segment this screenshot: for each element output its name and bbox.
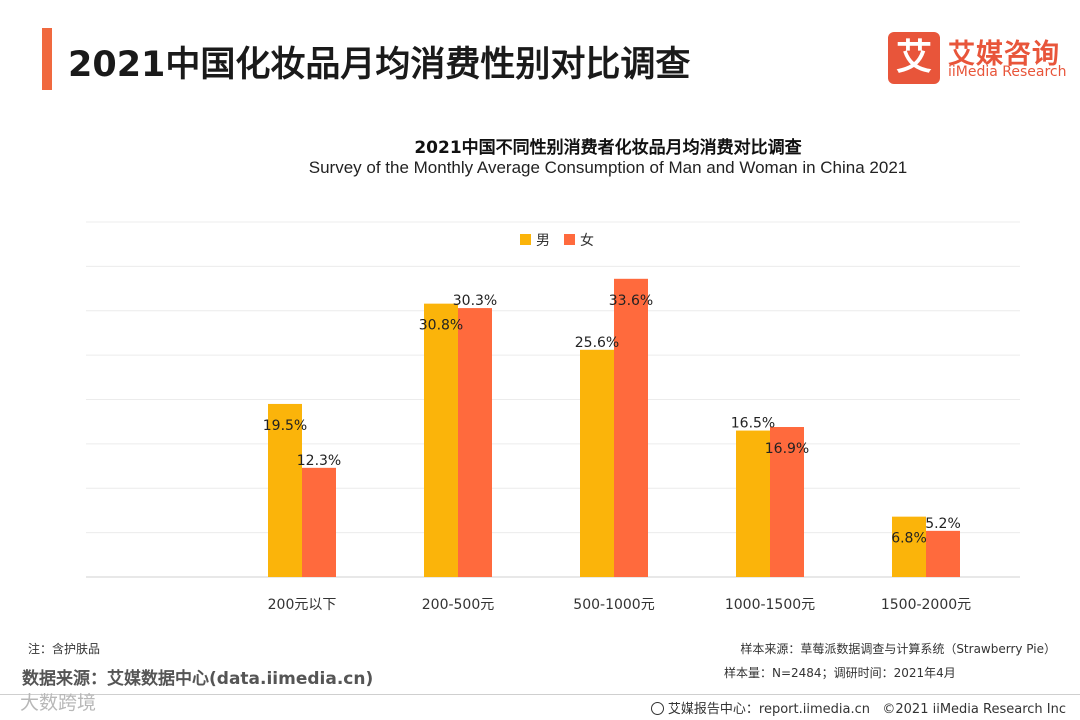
data-label: 19.5% xyxy=(263,418,307,434)
copyright: ©2021 iiMedia Research Inc xyxy=(882,702,1066,717)
footer-divider xyxy=(0,694,1080,695)
category-tick-label: 200-500元 xyxy=(422,597,495,613)
logo-text-en: iiMedia Research xyxy=(948,64,1067,80)
data-label: 12.3% xyxy=(297,453,341,469)
watermark: 大数跨境 xyxy=(20,692,97,714)
brand-logo: 艾 艾媒咨询 iiMedia Research xyxy=(888,32,1067,84)
category-tick-label: 1000-1500元 xyxy=(725,597,815,613)
footnote: 注：含护肤品 xyxy=(28,642,101,656)
title-accent-bar xyxy=(42,28,52,90)
legend-label: 女 xyxy=(580,232,594,249)
legend-swatch xyxy=(564,234,575,245)
data-label: 5.2% xyxy=(925,516,961,532)
data-label: 16.5% xyxy=(731,416,775,432)
data-label: 6.8% xyxy=(891,531,927,547)
bar xyxy=(302,467,336,577)
bar xyxy=(268,403,302,577)
logo-text-cn: 艾媒咨询 xyxy=(948,39,1060,70)
bar xyxy=(892,516,926,577)
globe-icon xyxy=(650,702,664,715)
legend-swatch xyxy=(520,234,531,245)
report-center-link[interactable]: 艾媒报告中心：report.iimedia.cn xyxy=(667,702,870,717)
data-label: 25.6% xyxy=(575,335,619,351)
footer-credits: 艾媒报告中心：report.iimedia.cn ©2021 iiMedia R… xyxy=(650,698,1066,717)
data-label: 16.9% xyxy=(765,441,809,457)
chart-subtitle: Survey of the Monthly Average Consumptio… xyxy=(308,158,908,177)
legend-label: 男 xyxy=(536,233,550,249)
data-label: 33.6% xyxy=(609,293,653,309)
bar xyxy=(424,303,458,577)
data-source: 数据来源：艾媒数据中心(data.iimedia.cn) xyxy=(22,669,374,689)
category-tick-label: 1500-2000元 xyxy=(881,597,971,613)
page-title: 2021中国化妆品月均消费性别对比调查 xyxy=(68,45,691,85)
bar xyxy=(736,430,770,577)
bar xyxy=(458,308,492,577)
bar xyxy=(580,349,614,577)
logo-mark: 艾 xyxy=(888,32,940,84)
bar xyxy=(926,530,960,577)
sample-size: 样本量：N=2484；调研时间：2021年4月 xyxy=(724,666,956,680)
data-label: 30.3% xyxy=(453,293,497,309)
category-tick-label: 500-1000元 xyxy=(573,597,654,613)
bar xyxy=(770,427,804,577)
sample-source: 样本来源：草莓派数据调查与计算系统（Strawberry Pie） xyxy=(740,642,1056,656)
bar xyxy=(614,278,648,577)
data-label: 30.8% xyxy=(419,318,463,334)
category-tick-label: 200元以下 xyxy=(268,597,337,613)
chart-title: 2021中国不同性别消费者化妆品月均消费对比调查 xyxy=(414,138,802,158)
